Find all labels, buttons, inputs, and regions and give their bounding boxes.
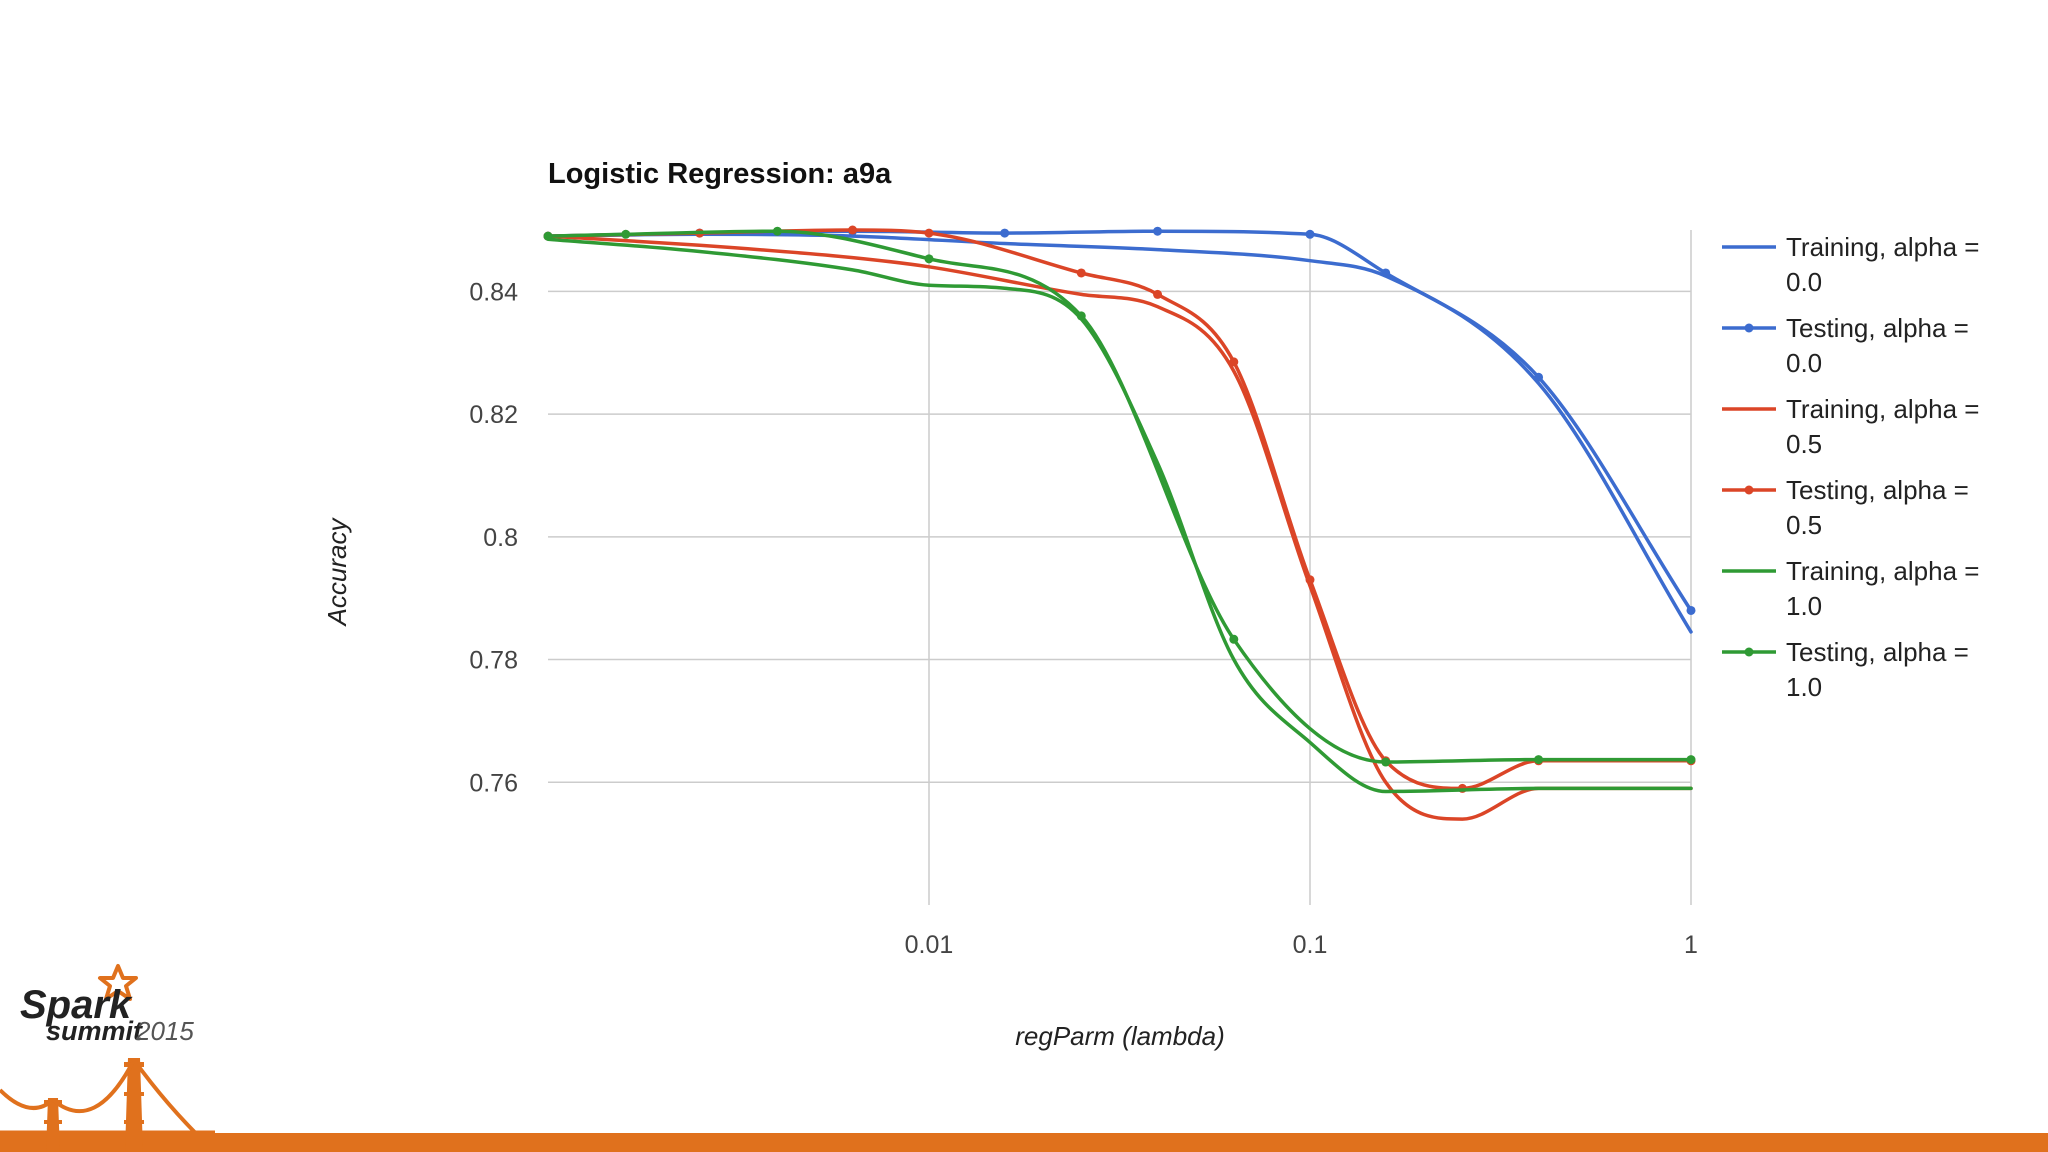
data-point-testing-alpha-1-0 <box>772 226 782 236</box>
series-line-training-alpha-0-5 <box>546 234 1693 821</box>
legend-item-testing-alpha-0-0: Testing, alpha = 0.0 <box>1722 313 1969 378</box>
series-line-testing-alpha-0-5 <box>546 228 1693 791</box>
logo-year-text: 2015 <box>135 1016 194 1046</box>
series-line-training-alpha-1-0 <box>546 237 1693 794</box>
legend-label: Testing, alpha = <box>1786 637 1969 667</box>
chart-ticks: 0.76 0.78 0.8 0.82 0.84 0.01 0.1 1 <box>469 278 1698 959</box>
series-line-training-alpha-0-0 <box>546 232 1693 634</box>
data-point-testing-alpha-0-5 <box>1229 357 1239 367</box>
data-point-testing-alpha-1-0 <box>1076 311 1086 321</box>
data-point-testing-alpha-0-0 <box>1305 229 1315 239</box>
legend-label: Training, alpha = <box>1786 232 1979 262</box>
footer-bar <box>0 1133 2048 1152</box>
data-point-testing-alpha-1-0 <box>1534 755 1544 765</box>
legend-label-value: 1.0 <box>1786 591 1822 621</box>
x-axis-title: regParm (lambda) <box>1015 1021 1225 1051</box>
x-tick-label: 0.1 <box>1293 931 1328 959</box>
legend-item-training-alpha-1-0: Training, alpha = 1.0 <box>1722 556 1979 621</box>
data-point-testing-alpha-1-0 <box>1229 634 1239 644</box>
chart-series <box>543 225 1696 821</box>
data-point-testing-alpha-1-0 <box>1686 755 1696 765</box>
legend-item-testing-alpha-1-0: Testing, alpha = 1.0 <box>1722 637 1969 702</box>
data-point-testing-alpha-1-0 <box>924 254 934 264</box>
data-point-testing-alpha-0-5 <box>924 228 934 238</box>
chart-grid <box>548 230 1692 905</box>
legend-label: Training, alpha = <box>1786 394 1979 424</box>
logo-summit-text: summit <box>46 1016 143 1046</box>
y-tick-label: 0.8 <box>483 524 518 552</box>
legend-label: Testing, alpha = <box>1786 313 1969 343</box>
data-point-testing-alpha-0-0 <box>1686 605 1696 615</box>
legend-marker <box>1744 485 1754 495</box>
data-point-testing-alpha-1-0 <box>1381 757 1391 767</box>
x-tick-label: 1 <box>1684 931 1698 959</box>
legend-label-value: 0.0 <box>1786 348 1822 378</box>
legend-marker <box>1744 647 1754 657</box>
legend-label-value: 0.0 <box>1786 267 1822 297</box>
y-tick-label: 0.82 <box>469 401 518 429</box>
data-point-testing-alpha-0-5 <box>1153 289 1163 299</box>
data-point-testing-alpha-1-0 <box>543 231 553 241</box>
y-axis-title: Accuracy <box>322 517 352 628</box>
data-point-testing-alpha-0-0 <box>1534 372 1544 382</box>
data-point-testing-alpha-0-5 <box>848 225 858 235</box>
data-point-testing-alpha-1-0 <box>621 229 631 239</box>
data-point-testing-alpha-0-5 <box>1076 268 1086 278</box>
legend-label-value: 0.5 <box>1786 429 1822 459</box>
spark-summit-logo: Spark summit 2015 <box>0 964 2048 1152</box>
data-point-testing-alpha-0-0 <box>1153 226 1163 236</box>
legend-label: Training, alpha = <box>1786 556 1979 586</box>
golden-gate-bridge-icon <box>0 1058 217 1152</box>
legend-item-training-alpha-0-5: Training, alpha = 0.5 <box>1722 394 1979 459</box>
logo-spark-text: Spark <box>20 983 133 1027</box>
legend-item-testing-alpha-0-5: Testing, alpha = 0.5 <box>1722 475 1969 540</box>
y-tick-label: 0.84 <box>469 278 518 306</box>
data-point-testing-alpha-0-0 <box>1000 228 1010 238</box>
legend-label-value: 0.5 <box>1786 510 1822 540</box>
legend-label: Testing, alpha = <box>1786 475 1969 505</box>
y-tick-label: 0.78 <box>469 647 518 675</box>
chart-title: Logistic Regression: a9a <box>548 158 892 190</box>
series-line-testing-alpha-1-0 <box>546 229 1693 764</box>
y-tick-label: 0.76 <box>469 769 518 797</box>
x-tick-label: 0.01 <box>905 931 954 959</box>
star-icon <box>98 964 138 1001</box>
series-line-testing-alpha-0-0 <box>546 229 1693 613</box>
legend-marker <box>1744 323 1754 333</box>
legend-label-value: 1.0 <box>1786 672 1822 702</box>
legend-item-training-alpha-0-0: Training, alpha = 0.0 <box>1722 232 1979 297</box>
data-point-testing-alpha-0-5 <box>1305 575 1315 585</box>
data-point-testing-alpha-0-0 <box>1381 268 1391 278</box>
